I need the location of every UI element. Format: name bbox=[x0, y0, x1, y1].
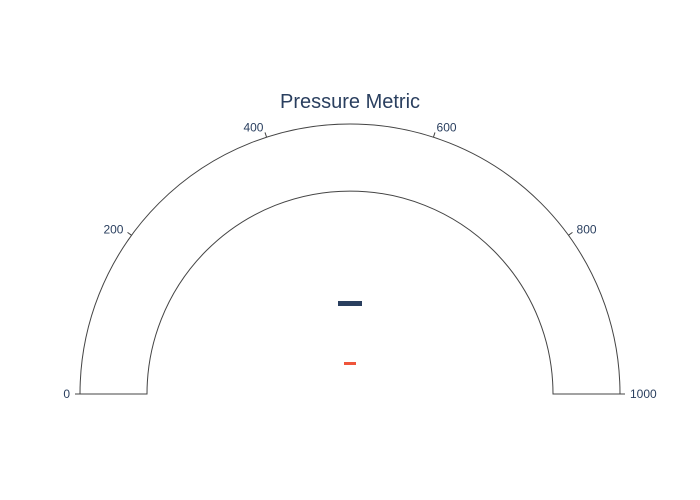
tick-mark-600 bbox=[432, 132, 436, 138]
tick-mark-400 bbox=[264, 132, 268, 138]
tick-label-400: 400 bbox=[243, 121, 263, 135]
tick-mark-200 bbox=[127, 231, 132, 236]
gauge-ticks: 0 200 400 600 800 1000 bbox=[63, 121, 657, 401]
value-indicator-dash bbox=[338, 301, 362, 306]
tick-label-1000: 1000 bbox=[630, 387, 657, 401]
tick-label-600: 600 bbox=[437, 121, 457, 135]
chart-title: Pressure Metric bbox=[280, 91, 420, 113]
tick-mark-800 bbox=[568, 231, 573, 236]
tick-label-200: 200 bbox=[103, 222, 123, 236]
tick-label-800: 800 bbox=[577, 222, 597, 236]
tick-label-0: 0 bbox=[63, 387, 70, 401]
delta-indicator-dash bbox=[344, 362, 356, 365]
gauge-arc-outline bbox=[79, 123, 621, 395]
